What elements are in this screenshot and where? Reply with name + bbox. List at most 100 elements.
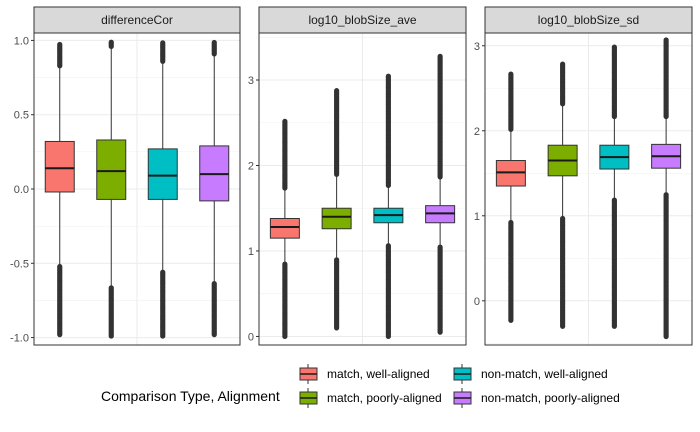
box [147, 148, 178, 200]
outlier-point [108, 39, 114, 45]
outliers-high [211, 39, 217, 57]
outliers-low [385, 243, 391, 340]
legend-title: Comparison Type, Alignment [101, 388, 280, 404]
y-tick-label: -0.5 [10, 258, 29, 270]
legend-item: match, well-aligned [299, 364, 430, 384]
y-tick-label: 2 [474, 126, 480, 138]
facet-strip [258, 6, 467, 34]
outlier-point [211, 39, 217, 46]
outliers-low [211, 280, 217, 338]
outlier-point [611, 44, 617, 50]
facet-strip [33, 6, 241, 34]
box [321, 207, 352, 230]
outlier-point [160, 269, 166, 275]
outlier-point [57, 263, 63, 270]
panel-border [258, 32, 467, 346]
outlier-point [385, 73, 391, 79]
outlier-point [508, 219, 514, 226]
legend-label: non-match, poorly-aligned [481, 391, 620, 405]
facet-strip-label: log10_blobSize_sd [538, 13, 639, 27]
y-tick-label: 1 [474, 211, 480, 223]
facet-panel-2: log10_blobSize_sd 0 1 2 3 [474, 6, 693, 346]
outlier-point [385, 243, 391, 249]
y-tick-label: 1 [248, 246, 254, 258]
outlier-point [508, 71, 514, 77]
box [44, 140, 75, 193]
boxplot-match-well-aligned [269, 118, 300, 340]
boxplot-non-match-well-aligned [373, 73, 404, 340]
outliers-low [663, 192, 669, 340]
facet-panel-0: differenceCor -1.0 -0.5 0.0 0.5 1.0 [10, 6, 241, 346]
boxplot-match-well-aligned [44, 41, 75, 338]
outliers-low [160, 269, 166, 339]
outliers-low [560, 215, 566, 329]
legend-label: non-match, well-aligned [481, 367, 608, 381]
y-tick-label: 0.5 [14, 110, 29, 122]
boxplot-match-well-aligned [495, 71, 526, 323]
legend-item: match, poorly-aligned [299, 388, 442, 408]
box [269, 217, 300, 239]
outliers-high [334, 88, 340, 177]
box [96, 139, 127, 200]
outliers-high [437, 53, 443, 180]
y-tick-label: 0 [248, 331, 254, 343]
y-tick-label: 3 [474, 41, 480, 53]
outliers-low [282, 261, 288, 340]
facet-strip-label: differenceCor [101, 13, 173, 27]
facet-strip-label: log10_blobSize_ave [308, 13, 416, 27]
outliers-high [663, 37, 669, 120]
outlier-point [437, 244, 443, 250]
legend-label: match, well-aligned [327, 367, 430, 381]
boxplot-match-poorly-aligned [96, 39, 127, 339]
outliers-low [57, 263, 63, 338]
outliers-low [508, 219, 514, 323]
legend-item: non-match, poorly-aligned [453, 388, 620, 408]
outliers-low [437, 244, 443, 335]
outliers-high [160, 40, 166, 64]
legend-label: match, poorly-aligned [327, 391, 442, 405]
boxplot-non-match-well-aligned [599, 44, 630, 329]
outlier-point [560, 215, 566, 222]
legend: Comparison Type, Alignment match, well-a… [101, 364, 620, 408]
y-tick-label: -1.0 [10, 333, 29, 345]
boxplot-non-match-poorly-aligned [199, 39, 230, 338]
outliers-high [508, 71, 514, 132]
outliers-low [108, 285, 114, 339]
outlier-point [334, 257, 340, 263]
boxplot-match-poorly-aligned [547, 61, 578, 329]
y-tick-label: 1.0 [14, 35, 29, 47]
boxplot-non-match-poorly-aligned [651, 37, 682, 340]
outliers-high [560, 61, 566, 107]
outlier-point [160, 40, 166, 46]
boxplot-match-poorly-aligned [321, 88, 352, 331]
y-tick-label: 0.0 [14, 184, 29, 196]
facet-panel-1: log10_blobSize_ave 0 1 2 3 [248, 6, 467, 346]
outlier-point [334, 88, 340, 94]
outlier-point [663, 37, 669, 43]
outlier-point [663, 192, 669, 198]
y-tick-label: 0 [474, 296, 480, 308]
outliers-low [611, 197, 617, 329]
outlier-point [108, 285, 114, 291]
outlier-point [282, 261, 288, 267]
outliers-high [385, 73, 391, 189]
outlier-point [560, 61, 566, 67]
y-tick-label: 2 [248, 160, 254, 172]
outlier-point [282, 118, 288, 124]
boxplot-non-match-poorly-aligned [425, 53, 456, 335]
outliers-high [282, 118, 288, 191]
legend-item: non-match, well-aligned [453, 364, 608, 384]
y-tick-label: 3 [248, 75, 254, 87]
facet-strip [484, 6, 693, 34]
panel-border [33, 32, 241, 346]
facet-panels: differenceCor -1.0 -0.5 0.0 0.5 1.0 log10_blob… [10, 6, 693, 346]
outliers-high [611, 44, 617, 120]
outlier-point [611, 197, 617, 203]
outlier-point [57, 41, 63, 48]
boxplot-non-match-well-aligned [147, 40, 178, 339]
outliers-high [108, 39, 114, 50]
panel-border [484, 32, 693, 346]
outliers-high [57, 41, 63, 69]
outlier-point [211, 280, 217, 287]
